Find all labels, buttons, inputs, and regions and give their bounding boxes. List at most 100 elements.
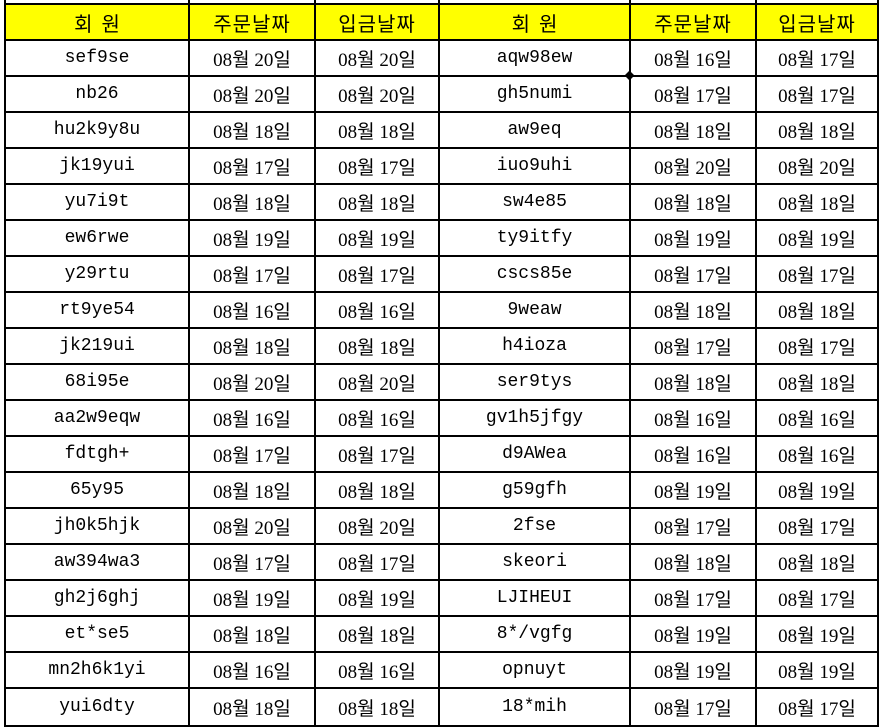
member-cell[interactable]: ew6rwe	[6, 221, 190, 257]
deposit-date-cell[interactable]: 08월 20일	[316, 77, 440, 113]
deposit-date-cell[interactable]: 08월 16일	[316, 293, 440, 329]
deposit-date-cell[interactable]: 08월 18일	[316, 617, 440, 653]
deposit-date-cell[interactable]: 08월 19일	[316, 581, 440, 617]
deposit-date-cell[interactable]: 08월 17일	[316, 545, 440, 581]
deposit-date-cell[interactable]: 08월 17일	[757, 509, 877, 545]
member-cell[interactable]: y29rtu	[6, 257, 190, 293]
member-cell[interactable]: cscs85e	[440, 257, 631, 293]
order-date-cell[interactable]: 08월 17일	[631, 329, 757, 365]
order-date-cell[interactable]: 08월 17일	[190, 437, 316, 473]
deposit-date-cell[interactable]: 08월 19일	[757, 617, 877, 653]
member-cell[interactable]: nb26	[6, 77, 190, 113]
member-cell[interactable]: opnuyt	[440, 653, 631, 689]
member-cell[interactable]: jk19yui	[6, 149, 190, 185]
deposit-date-cell[interactable]: 08월 18일	[316, 473, 440, 509]
deposit-date-cell[interactable]: 08월 17일	[757, 581, 877, 617]
member-cell[interactable]: d9AWea	[440, 437, 631, 473]
deposit-date-cell[interactable]: 08월 18일	[757, 365, 877, 401]
order-date-cell[interactable]: 08월 17일	[631, 581, 757, 617]
deposit-date-cell[interactable]: 08월 19일	[316, 221, 440, 257]
deposit-date-cell[interactable]: 08월 16일	[757, 437, 877, 473]
order-date-cell[interactable]: 08월 17일	[631, 257, 757, 293]
header-order-date-right[interactable]: 주문날짜	[631, 5, 757, 41]
member-cell[interactable]: gh2j6ghj	[6, 581, 190, 617]
member-cell[interactable]: 65y95	[6, 473, 190, 509]
member-cell[interactable]: gv1h5jfgy	[440, 401, 631, 437]
order-date-cell[interactable]: 08월 16일	[631, 41, 757, 77]
order-date-cell[interactable]: 08월 16일	[631, 401, 757, 437]
order-date-cell[interactable]: 08월 17일	[190, 149, 316, 185]
deposit-date-cell[interactable]: 08월 17일	[316, 257, 440, 293]
order-date-cell[interactable]: 08월 20일	[190, 77, 316, 113]
member-cell[interactable]: rt9ye54	[6, 293, 190, 329]
order-date-cell[interactable]: 08월 19일	[631, 221, 757, 257]
header-member-left[interactable]: 회원	[6, 5, 190, 41]
deposit-date-cell[interactable]: 08월 18일	[316, 113, 440, 149]
order-date-cell[interactable]: 08월 20일	[190, 41, 316, 77]
member-cell[interactable]: ser9tys	[440, 365, 631, 401]
deposit-date-cell[interactable]: 08월 19일	[757, 653, 877, 689]
order-date-cell[interactable]: 08월 20일	[190, 365, 316, 401]
order-date-cell[interactable]: 08월 18일	[190, 473, 316, 509]
member-cell[interactable]: skeori	[440, 545, 631, 581]
member-cell[interactable]: h4ioza	[440, 329, 631, 365]
order-date-cell[interactable]: 08월 19일	[631, 617, 757, 653]
member-cell[interactable]: LJIHEUI	[440, 581, 631, 617]
deposit-date-cell[interactable]: 08월 18일	[757, 113, 877, 149]
order-date-cell[interactable]: 08월 16일	[190, 653, 316, 689]
member-cell[interactable]: sw4e85	[440, 185, 631, 221]
member-cell[interactable]: yu7i9t	[6, 185, 190, 221]
order-date-cell[interactable]: 08월 18일	[190, 113, 316, 149]
order-date-cell[interactable]: 08월 20일	[190, 509, 316, 545]
member-cell[interactable]: ty9itfy	[440, 221, 631, 257]
member-cell[interactable]: 18*mih	[440, 689, 631, 725]
order-date-cell[interactable]: 08월 17일	[190, 257, 316, 293]
header-order-date-left[interactable]: 주문날짜	[190, 5, 316, 41]
order-date-cell[interactable]: 08월 17일	[631, 509, 757, 545]
order-date-cell[interactable]: 08월 16일	[190, 401, 316, 437]
member-cell[interactable]: hu2k9y8u	[6, 113, 190, 149]
deposit-date-cell[interactable]: 08월 19일	[757, 473, 877, 509]
order-date-cell[interactable]: 08월 16일	[190, 293, 316, 329]
header-deposit-date-right[interactable]: 입금날짜	[757, 5, 877, 41]
member-cell[interactable]: sef9se	[6, 41, 190, 77]
order-date-cell[interactable]: 08월 19일	[631, 653, 757, 689]
deposit-date-cell[interactable]: 08월 18일	[316, 329, 440, 365]
order-date-cell[interactable]: 08월 18일	[190, 329, 316, 365]
deposit-date-cell[interactable]: 08월 16일	[316, 401, 440, 437]
deposit-date-cell[interactable]: 08월 18일	[316, 185, 440, 221]
member-cell[interactable]: 9weaw	[440, 293, 631, 329]
deposit-date-cell[interactable]: 08월 17일	[316, 437, 440, 473]
member-cell[interactable]: aw9eq	[440, 113, 631, 149]
deposit-date-cell[interactable]: 08월 19일	[757, 221, 877, 257]
deposit-date-cell[interactable]: 08월 17일	[316, 149, 440, 185]
order-date-cell[interactable]: 08월 20일	[631, 149, 757, 185]
order-date-cell[interactable]: 08월 18일	[631, 185, 757, 221]
member-cell[interactable]: g59gfh	[440, 473, 631, 509]
order-date-cell[interactable]: 08월 16일	[631, 437, 757, 473]
member-cell[interactable]: et*se5	[6, 617, 190, 653]
order-date-cell[interactable]: 08월 17일	[190, 545, 316, 581]
deposit-date-cell[interactable]: 08월 20일	[316, 41, 440, 77]
deposit-date-cell[interactable]: 08월 20일	[316, 509, 440, 545]
deposit-date-cell[interactable]: 08월 16일	[757, 401, 877, 437]
member-cell[interactable]: fdtgh+	[6, 437, 190, 473]
order-date-cell[interactable]: 08월 18일	[631, 293, 757, 329]
deposit-date-cell[interactable]: 08월 17일	[757, 257, 877, 293]
header-deposit-date-left[interactable]: 입금날짜	[316, 5, 440, 41]
deposit-date-cell[interactable]: 08월 18일	[757, 293, 877, 329]
member-cell[interactable]: jh0k5hjk	[6, 509, 190, 545]
order-date-cell[interactable]: 08월 18일	[631, 113, 757, 149]
member-cell[interactable]: gh5numi	[440, 77, 631, 113]
order-date-cell[interactable]: 08월 19일	[190, 581, 316, 617]
deposit-date-cell[interactable]: 08월 20일	[316, 365, 440, 401]
deposit-date-cell[interactable]: 08월 16일	[316, 653, 440, 689]
member-cell[interactable]: aqw98ew	[440, 41, 631, 77]
member-cell[interactable]: 2fse	[440, 509, 631, 545]
order-date-cell[interactable]: 08월 17일	[631, 689, 757, 725]
order-date-cell[interactable]: 08월 18일	[190, 617, 316, 653]
order-date-cell[interactable]: 08월 19일	[190, 221, 316, 257]
order-date-cell[interactable]: 08월 18일	[631, 545, 757, 581]
member-cell[interactable]: aa2w9eqw	[6, 401, 190, 437]
member-cell[interactable]: yui6dty	[6, 689, 190, 725]
